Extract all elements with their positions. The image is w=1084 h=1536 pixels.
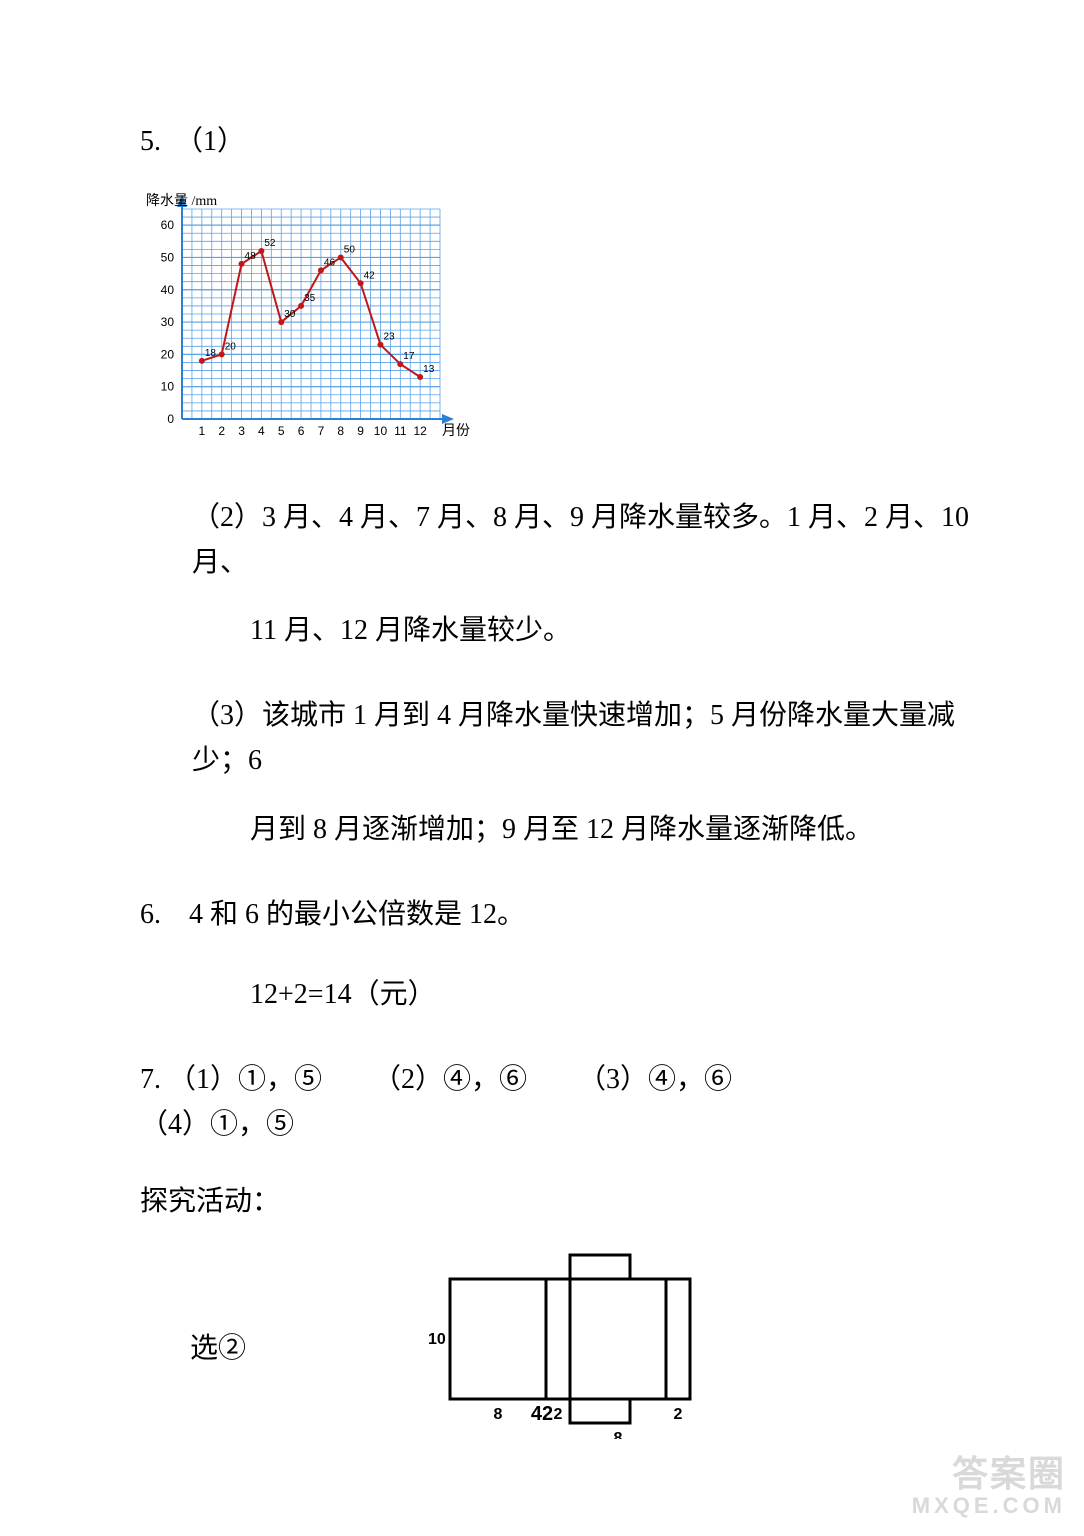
q5-label: 5. （1） bbox=[140, 120, 974, 165]
svg-text:月份: 月份 bbox=[442, 423, 470, 439]
svg-text:50: 50 bbox=[344, 244, 356, 255]
svg-text:30: 30 bbox=[161, 315, 175, 329]
svg-text:40: 40 bbox=[161, 283, 175, 297]
svg-text:5: 5 bbox=[278, 424, 285, 438]
svg-text:52: 52 bbox=[264, 238, 276, 249]
watermark-line2: MXQE.COM bbox=[912, 1494, 1066, 1518]
svg-text:10: 10 bbox=[428, 1331, 446, 1348]
svg-text:降水量 /mm: 降水量 /mm bbox=[146, 193, 217, 209]
svg-text:12: 12 bbox=[413, 424, 427, 438]
q7-item-4: （4）①，⑤ bbox=[140, 1103, 294, 1148]
svg-text:6: 6 bbox=[298, 424, 305, 438]
svg-text:0: 0 bbox=[167, 412, 174, 426]
page-number: 42 bbox=[0, 1403, 1084, 1426]
q7-item-3: （3）④，⑥ bbox=[578, 1058, 732, 1103]
svg-text:60: 60 bbox=[161, 218, 175, 232]
svg-text:2: 2 bbox=[218, 424, 225, 438]
q6-line2: 12+2=14（元） bbox=[140, 973, 974, 1018]
svg-text:48: 48 bbox=[245, 251, 257, 262]
svg-text:11: 11 bbox=[394, 424, 407, 438]
svg-text:42: 42 bbox=[364, 270, 376, 281]
q7-row: 7. （1）①，⑤ （2）④，⑥ （3）④，⑥ （4）①，⑤ bbox=[140, 1058, 974, 1148]
q5-part3-line1: （3）该城市 1 月到 4 月降水量快速增加；5 月份降水量大量减少；6 bbox=[140, 694, 974, 784]
svg-text:7: 7 bbox=[318, 424, 325, 438]
svg-text:8: 8 bbox=[337, 424, 344, 438]
q7-prefix: 7. bbox=[140, 1064, 161, 1095]
svg-text:10: 10 bbox=[374, 424, 388, 438]
watermark: 答案圈 MXQE.COM bbox=[912, 1454, 1066, 1518]
svg-text:1: 1 bbox=[199, 424, 206, 438]
q5-part2-line2: 11 月、12 月降水量较少。 bbox=[140, 609, 974, 654]
svg-text:17: 17 bbox=[403, 351, 415, 362]
svg-text:4: 4 bbox=[258, 424, 265, 438]
svg-text:35: 35 bbox=[304, 293, 316, 304]
svg-text:20: 20 bbox=[161, 347, 175, 361]
svg-text:3: 3 bbox=[238, 424, 245, 438]
q7-item-2: （2）④，⑥ bbox=[373, 1058, 527, 1103]
svg-text:50: 50 bbox=[161, 250, 175, 264]
q7-item-1: （1）①，⑤ bbox=[168, 1058, 322, 1103]
svg-text:13: 13 bbox=[423, 364, 435, 375]
q6-line1: 6. 4 和 6 的最小公倍数是 12。 bbox=[140, 893, 974, 938]
activity-title: 探究活动： bbox=[140, 1180, 974, 1225]
svg-text:9: 9 bbox=[357, 424, 364, 438]
svg-text:30: 30 bbox=[284, 309, 296, 320]
svg-text:20: 20 bbox=[225, 341, 237, 352]
svg-text:23: 23 bbox=[383, 331, 395, 342]
svg-text:18: 18 bbox=[205, 348, 217, 359]
watermark-line1: 答案圈 bbox=[912, 1454, 1066, 1494]
precipitation-chart: 0102030405060123456789101112降水量 /mm月份182… bbox=[140, 189, 974, 464]
svg-text:8: 8 bbox=[614, 1430, 623, 1439]
svg-text:46: 46 bbox=[324, 257, 336, 268]
svg-text:10: 10 bbox=[161, 379, 175, 393]
q5-part3-line2: 月到 8 月逐渐增加；9 月至 12 月降水量逐渐降低。 bbox=[140, 808, 974, 853]
activity-choice: 选② bbox=[140, 1326, 400, 1366]
q5-part2-line1: （2）3 月、4 月、7 月、8 月、9 月降水量较多。1 月、2 月、10 月… bbox=[140, 496, 974, 586]
